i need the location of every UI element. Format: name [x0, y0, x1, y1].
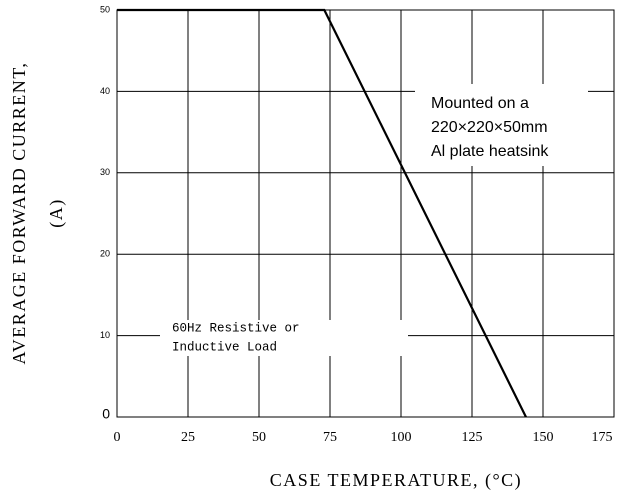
y-tick-label: 50	[100, 4, 110, 14]
plot-frame	[116, 9, 615, 418]
y-tick-label: 40	[100, 86, 110, 96]
annotation: Inductive Load	[172, 340, 277, 354]
annotation-backdrop	[415, 84, 588, 166]
y-axis-label: AVERAGE FORWARD CURRENT,	[9, 62, 29, 365]
annotation: 60Hz Resistive or	[172, 321, 300, 335]
x-tick-label: 50	[252, 430, 266, 445]
x-axis-label: CASE TEMPERATURE, (°C)	[270, 470, 522, 491]
x-tick-label: 25	[181, 430, 195, 445]
y-tick-label: 0	[102, 406, 110, 422]
x-tick-label: 125	[462, 430, 483, 445]
x-tick-label: 150	[533, 430, 554, 445]
y-tick-label: 20	[100, 249, 110, 259]
y-tick-label: 30	[100, 167, 110, 177]
data-line	[117, 8, 527, 418]
x-tick-label: 175	[592, 430, 613, 445]
x-tick-label: 0	[114, 430, 121, 445]
x-tick-label: 100	[391, 430, 412, 445]
x-tick-label: 75	[323, 430, 337, 445]
annotation: Al plate heatsink	[431, 143, 549, 160]
annotation-backdrop	[160, 320, 408, 356]
y-tick-label: 10	[100, 330, 110, 340]
annotation: 220×220×50mm	[431, 119, 548, 136]
annotation: Mounted on a	[431, 95, 529, 112]
y-axis-label: (A)	[46, 198, 67, 228]
